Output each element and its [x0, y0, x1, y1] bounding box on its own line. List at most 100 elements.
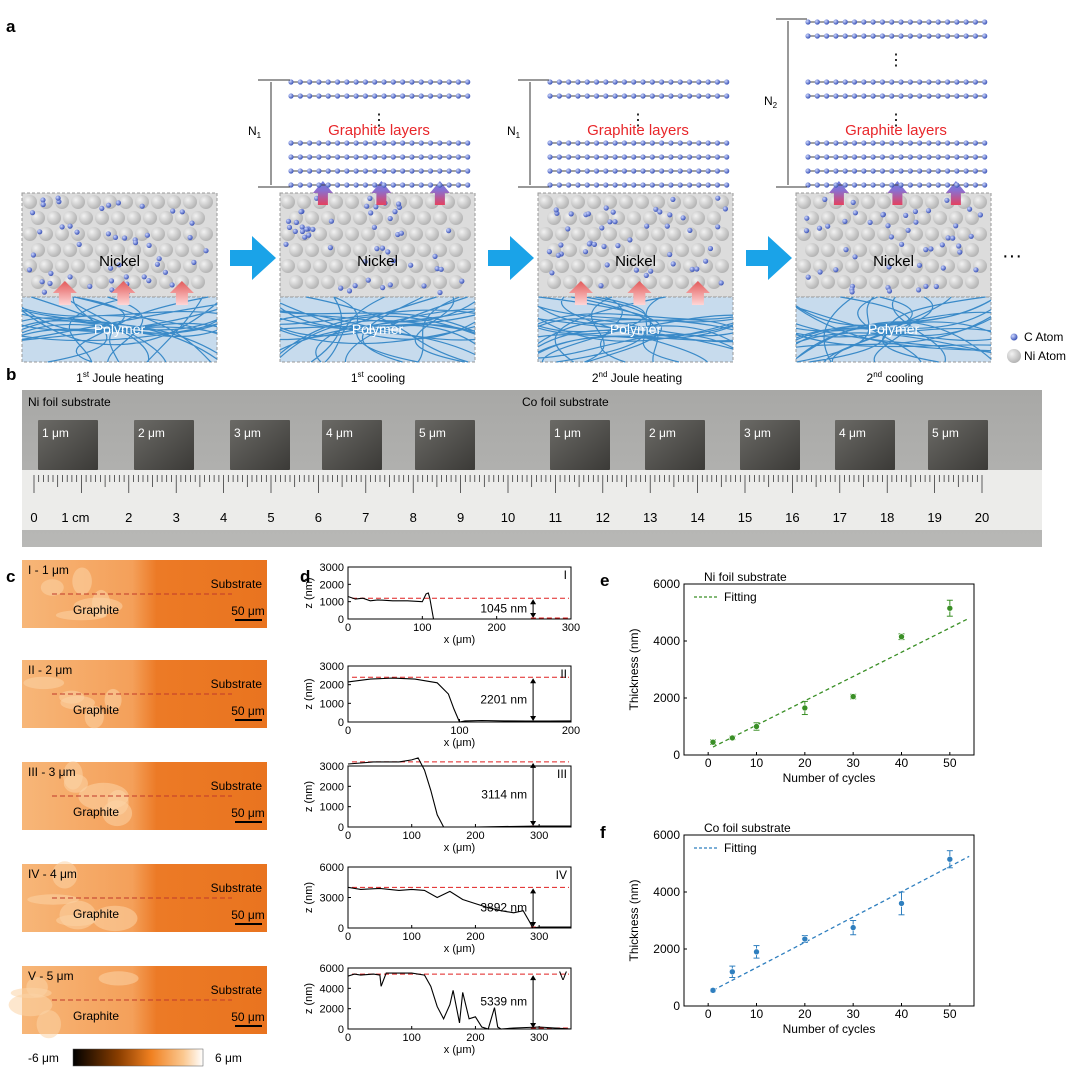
ni-atom	[191, 275, 205, 289]
graphite-c-atom	[437, 182, 443, 188]
c-atom	[26, 267, 33, 273]
nickel-label: Nickel	[99, 253, 140, 270]
graphite-c-atom	[851, 33, 858, 39]
graphite-c-atom	[316, 182, 322, 188]
c-atom	[392, 209, 398, 215]
ni-atom	[925, 195, 939, 209]
c-atom	[203, 248, 209, 254]
height-profile-line	[347, 592, 571, 620]
graphite-c-atom	[879, 19, 886, 25]
graphite-c-atom	[556, 168, 562, 174]
x-tick-label: 300	[530, 1032, 548, 1044]
ni-atom	[877, 227, 891, 241]
graphite-c-atom	[898, 19, 904, 25]
graphite-c-atom	[724, 168, 730, 174]
ni-atom	[805, 243, 819, 257]
c-atom	[604, 262, 610, 268]
c-atom	[29, 210, 36, 216]
data-point	[946, 604, 954, 612]
x-tick-label: 50	[943, 756, 957, 770]
graphite-layer	[547, 79, 730, 85]
graphite-c-atom	[353, 79, 359, 85]
ni-atom	[821, 243, 835, 257]
graphite-c-atom	[824, 79, 830, 85]
ni-atom	[587, 259, 601, 273]
ni-atom	[401, 243, 415, 257]
ni-atom	[829, 227, 843, 241]
c-atom	[390, 258, 396, 264]
graphite-c-atom	[390, 93, 396, 99]
ni-atom	[337, 243, 351, 257]
graphite-c-atom	[677, 168, 683, 174]
ni-atom	[329, 227, 343, 241]
n2-label: N2	[764, 94, 778, 110]
graphite-c-atom	[935, 154, 941, 160]
graphite-c-atom	[556, 79, 562, 85]
afm-image-5: V - 5 μm Substrate Graphite 50 μm	[8, 966, 267, 1039]
c-atom	[438, 266, 444, 272]
graphite-c-atom	[879, 140, 886, 146]
x-tick-label: 200	[466, 830, 484, 842]
ni-atom	[571, 227, 585, 241]
graphite-c-atom	[603, 79, 609, 85]
graphite-c-atom	[972, 154, 979, 160]
foil-flake	[928, 420, 988, 470]
y-tick-label: 6000	[320, 862, 344, 874]
graphite-c-atom	[390, 140, 396, 146]
graphite-c-atom	[907, 168, 913, 174]
graphite-c-atom	[879, 154, 886, 160]
graphite-c-atom	[316, 140, 322, 146]
foil-thickness-label: 2 μm	[138, 426, 165, 440]
graphite-c-atom	[409, 182, 415, 188]
panel-letter-d: d	[300, 567, 310, 586]
stage-caption-1: 1st Joule heating	[76, 370, 164, 385]
ni-atom	[965, 211, 979, 225]
y-tick-label: 0	[338, 717, 344, 729]
graphite-c-atom	[659, 93, 665, 99]
c-atom	[108, 265, 114, 271]
graphite-c-atom	[814, 168, 820, 174]
x-tick-label: 40	[895, 756, 909, 770]
c-atom	[286, 224, 293, 230]
foil-flake	[550, 420, 610, 470]
graphite-c-atom	[418, 93, 424, 99]
graphite-c-atom	[851, 93, 858, 99]
ni-atom	[683, 227, 697, 241]
c-atom	[298, 209, 304, 215]
graphite-c-atom	[556, 140, 562, 146]
graphite-c-atom	[362, 93, 368, 99]
graphite-c-atom	[649, 93, 655, 99]
graphite-c-atom	[547, 79, 553, 85]
ni-atom	[885, 243, 899, 257]
c-atom	[59, 224, 65, 230]
graphite-c-atom	[344, 168, 350, 174]
c-atom	[123, 274, 129, 280]
graphite-c-atom	[677, 93, 683, 99]
graphite-c-atom	[926, 19, 932, 25]
graphite-layers-label: Graphite layers	[587, 122, 689, 139]
graphite-c-atom	[972, 93, 979, 99]
c-atom	[612, 219, 618, 225]
profile-roman-numeral: III	[557, 767, 567, 781]
c-atom	[945, 235, 951, 241]
graphite-c-atom	[889, 33, 895, 39]
graphite-texture	[98, 971, 139, 986]
graphite-c-atom	[603, 140, 609, 146]
graphite-c-atom	[659, 79, 665, 85]
plot-frame	[347, 967, 572, 1030]
graphite-c-atom	[427, 168, 434, 174]
process-arrow-2	[488, 236, 534, 280]
c-atom	[371, 224, 377, 230]
graphite-c-atom	[870, 79, 876, 85]
ruler-number: 3	[173, 510, 180, 525]
nickel-label: Nickel	[615, 253, 656, 270]
ni-atom	[175, 243, 189, 257]
ni-atom	[909, 195, 923, 209]
ni-atom	[539, 259, 553, 273]
c-atom	[146, 278, 152, 284]
ni-atom	[87, 227, 101, 241]
graphite-c-atom	[686, 140, 693, 146]
graphite-c-atom	[724, 182, 730, 188]
graphite-c-atom	[612, 140, 618, 146]
process-arrow-1	[230, 236, 276, 280]
